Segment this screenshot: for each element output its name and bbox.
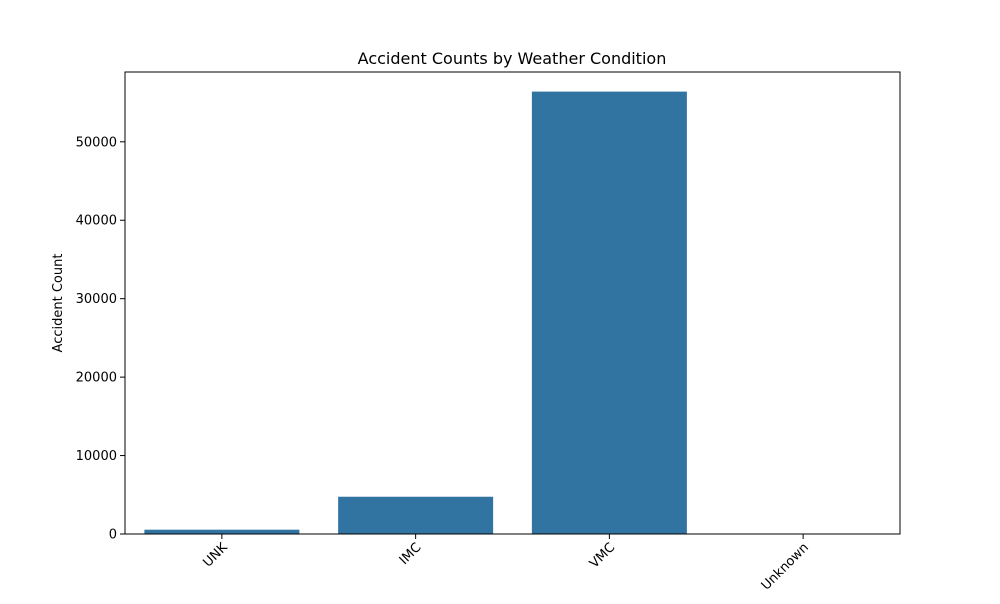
y-tick-label: 10000 xyxy=(76,449,117,464)
bar-vmc xyxy=(532,92,687,534)
y-tick-label: 0 xyxy=(109,528,117,543)
y-tick-label: 20000 xyxy=(76,371,117,386)
x-tick-label: VMC xyxy=(587,540,618,571)
x-tick-label: UNK xyxy=(200,540,231,571)
plot-area: 0 10000 20000 30000 40000 50000 UNK IMC VMC Unkno… xyxy=(76,72,900,594)
y-tick-label: 50000 xyxy=(76,135,117,150)
bar-unk xyxy=(144,530,299,534)
x-tick-label: Unknown xyxy=(759,540,812,593)
y-tick-label: 40000 xyxy=(76,214,117,229)
plot-frame xyxy=(125,72,900,534)
bar-imc xyxy=(338,497,493,534)
y-axis-title: Accident Count xyxy=(51,254,66,353)
chart-title: Accident Counts by Weather Condition xyxy=(358,49,667,68)
x-tick-label: IMC xyxy=(397,540,425,568)
y-tick-label: 30000 xyxy=(76,292,117,307)
